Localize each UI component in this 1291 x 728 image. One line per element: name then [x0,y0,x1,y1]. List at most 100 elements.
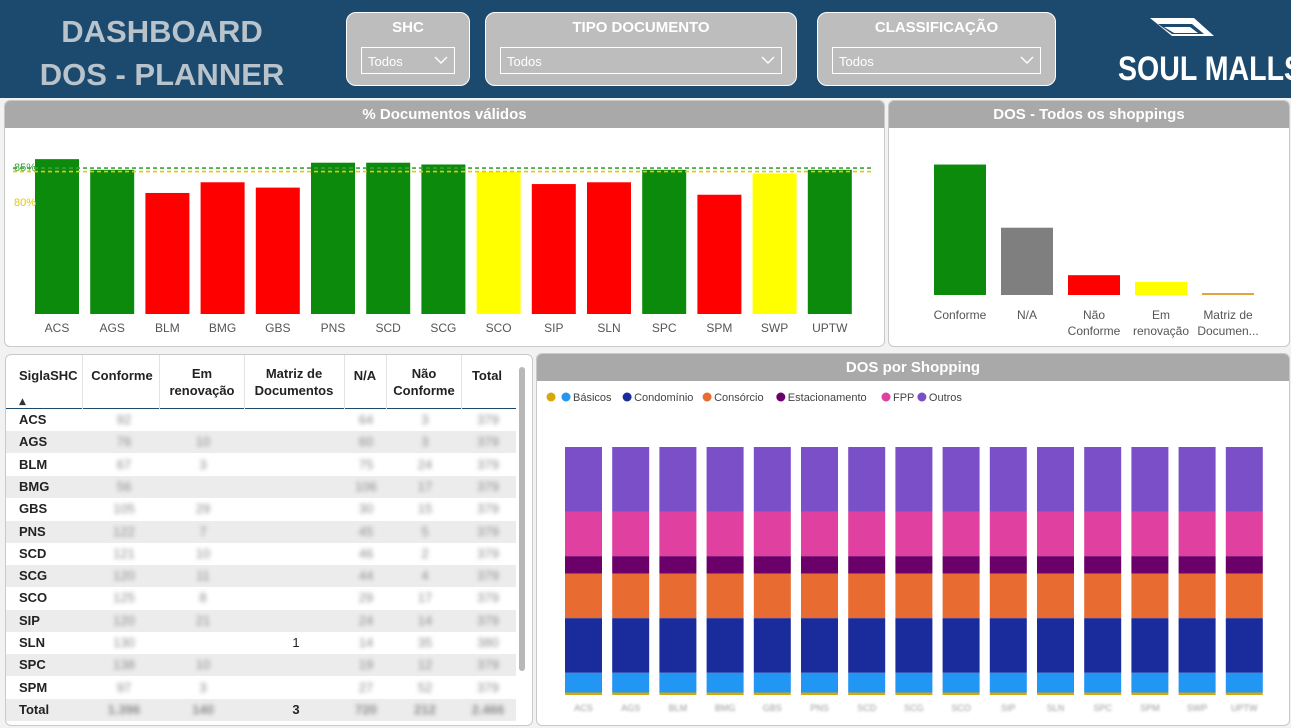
cell-na: 19 [358,657,374,673]
table-row[interactable]: GBS 105 29 30 15 379 [6,498,516,520]
table-row[interactable]: SIP 120 21 24 14 379 [6,609,516,632]
col-header-nao-conforme[interactable]: Não Conforme [393,366,455,398]
stack-segment [1037,618,1074,673]
stack-segment [1225,447,1263,512]
table-row[interactable]: BLM 67 3 75 24 379 [6,454,516,476]
legend-swatch [561,392,571,402]
bar-pns [311,162,355,314]
cell-total: 379 [477,456,499,472]
cell-conforme: 122 [113,523,135,539]
cell-na: 29 [358,590,374,606]
stack-segment [1225,692,1263,695]
stack-segment [895,511,933,557]
cell-nao-conforme: 24 [417,456,433,472]
table-header: SiglaSHC Conforme Em renovação Matriz de… [6,355,516,409]
x-tick-label: SCO [951,703,971,713]
cell-total: 379 [477,568,499,584]
stack-segment [895,447,933,512]
cell-total: 379 [477,478,499,494]
cell-sigla: BMG [19,478,50,494]
col-header-na[interactable]: N/A [353,368,377,383]
cell-sigla: SCD [19,545,47,561]
col-header-matriz[interactable]: Matriz de Documentos [254,366,334,398]
stack-segment [848,573,886,619]
x-tick-label: Documen... [1197,324,1258,338]
legend-label: Outros [929,392,963,404]
table-row[interactable]: SCD 121 10 46 2 379 [6,543,516,565]
table-row[interactable]: SPM 97 3 27 52 379 [6,677,516,699]
cell-na: 24 [358,612,374,628]
bar-scd [366,162,411,314]
col-header-em-renovacao[interactable]: Em renovação [169,366,235,398]
legend-label: FPP [893,392,914,404]
stack-segment [1178,573,1216,619]
slicer-tipo-documento-dropdown[interactable]: Todos [500,47,782,74]
slicer-classificacao-dropdown[interactable]: Todos [832,47,1041,74]
stack-segment [565,618,602,673]
cell-na: 60 [358,434,374,450]
table-row[interactable]: SPC 138 10 19 12 379 [6,654,516,677]
stack-segment [1084,511,1122,557]
x-tick-label: SCG [904,703,924,713]
x-tick-label: BLM [155,321,180,335]
stack-segment [706,618,744,673]
x-tick-label: SPC [1093,703,1112,713]
bar-spc [642,169,687,314]
stack-segment [1131,618,1169,673]
legend-label: Básicos [573,392,612,404]
stack-segment [989,556,1027,574]
x-tick-label: SPM [706,321,732,335]
dashboard-title: DASHBOARD DOS - PLANNER [22,10,302,96]
cell-em-renovacao: 10 [195,657,211,673]
stack-segment [1131,573,1169,619]
slicer-shc-dropdown[interactable]: Todos [361,47,455,74]
stack-segment [989,511,1027,557]
table-row[interactable]: AGS 76 10 60 3 379 [6,431,516,454]
stack-segment [1084,672,1122,693]
cell-nao-conforme: 212 [414,701,436,717]
cell-em-renovacao: 3 [199,456,207,472]
table-row[interactable]: BMG 56 106 17 379 [6,475,516,498]
column-divider [244,355,245,409]
table-scrollbar[interactable] [519,367,525,671]
bar-swp [752,173,797,314]
col-header-total[interactable]: Total [471,368,503,383]
table-row[interactable]: SCG 120 11 44 4 379 [6,565,516,588]
stack-segment [1225,573,1263,619]
table-row[interactable]: ACS 92 64 3 379 [6,409,516,431]
stack-segment [895,692,933,695]
col-header-sigla[interactable]: SiglaSHC [19,368,78,383]
stack-segment [801,618,838,673]
cell-total: 379 [477,434,499,450]
dashboard-title-line2: DOS - PLANNER [39,57,285,92]
stack-segment [801,447,838,512]
cell-na: 44 [358,568,374,584]
header-bar: DASHBOARD DOS - PLANNER SHC Todos TIPO D… [0,0,1291,98]
cell-sigla: SIP [19,612,40,628]
x-tick-label: SIP [544,321,563,335]
legend-swatch [881,392,891,402]
slicer-classificacao-value: Todos [839,54,874,69]
cell-em-renovacao: 140 [192,701,214,717]
cell-na: 106 [355,478,377,494]
table-row[interactable]: SCO 125 8 29 17 379 [6,587,516,609]
sort-ascending-icon: ▲ [19,397,26,407]
stack-segment [1178,447,1216,512]
chart-dos-por-shopping: Básicos Condomínio Consórcio Estacionamento… [546,392,1263,713]
stack-segment [753,511,791,557]
x-tick-label: UPTW [1231,703,1258,713]
bar-ags [90,169,135,314]
stack-segment [848,447,886,512]
cell-nao-conforme: 15 [417,501,433,517]
bar-gbs [255,187,300,314]
col-header-conforme[interactable]: Conforme [91,368,153,383]
table-row[interactable]: SLN 130 1 14 35 380 [6,632,516,654]
panel-dos-todos: DOS - Todos os shoppings Conforme N/A Não C… [888,100,1290,347]
stack-segment [1037,573,1074,619]
stack-segment [659,618,697,673]
stack-segment [659,511,697,557]
cell-sigla: AGS [19,434,48,450]
stack-segment [801,692,838,695]
table-row[interactable]: PNS 122 7 45 5 379 [6,520,516,543]
table-total-row[interactable]: Total 1.396 140 3 720 212 2.466 [6,698,516,721]
